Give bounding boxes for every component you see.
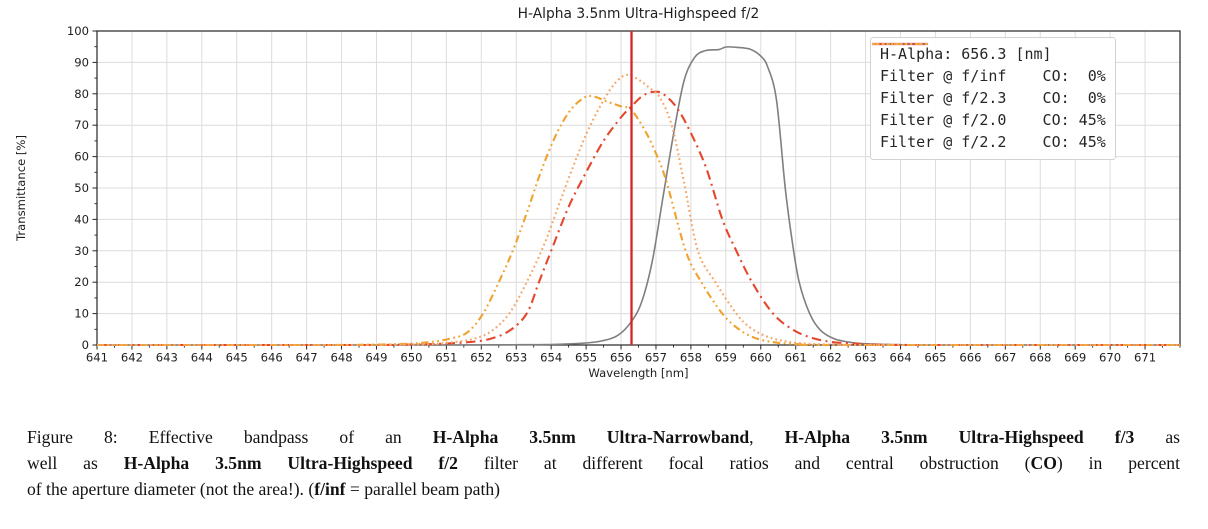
x-tick-label: 667: [994, 351, 1016, 365]
x-tick-label: 661: [785, 351, 807, 365]
curve-filter-f-2.0: [96, 95, 1180, 347]
x-tick-label: 644: [191, 351, 213, 365]
x-tick-label: 643: [156, 351, 178, 365]
x-tick-label: 664: [889, 351, 911, 365]
x-tick-label: 655: [575, 351, 597, 365]
legend-line-sample: [872, 42, 928, 46]
x-tick-label: 665: [924, 351, 946, 365]
x-tick-label: 641: [86, 351, 108, 365]
x-tick-label: 647: [296, 351, 318, 365]
x-tick-label: 660: [750, 351, 772, 365]
x-tick-label: 645: [226, 351, 248, 365]
legend-label: Filter @ f/2.3 CO: 0%: [880, 89, 1106, 107]
caption-bold-text: H-Alpha 3.5nm Ultra-Narrowband: [432, 427, 750, 447]
x-tick-label: 649: [365, 351, 387, 365]
legend-entry-4: Filter @ f/2.2 CO: 45%: [872, 42, 1106, 152]
caption-text: filter at different focal ratios and cen…: [457, 453, 1031, 473]
x-tick-label: 671: [1134, 351, 1156, 365]
x-tick-label: 653: [505, 351, 527, 365]
legend-entry-2: Filter @ f/2.3 CO: 0%: [872, 42, 1106, 108]
caption-bold-text: f/inf: [314, 479, 346, 499]
legend-label: Filter @ f/inf CO: 0%: [880, 67, 1106, 85]
y-tick-label: 60: [74, 150, 89, 164]
caption-line-3: of the aperture diameter (not the area!)…: [27, 476, 1180, 502]
x-tick-label: 662: [820, 351, 842, 365]
legend-label: Filter @ f/2.0 CO: 45%: [880, 111, 1106, 129]
caption-text: = parallel beam path): [345, 479, 501, 499]
x-tick-label: 654: [540, 351, 562, 365]
legend-label: H-Alpha: 656.3 [nm]: [880, 45, 1052, 63]
y-tick-label: 0: [82, 338, 89, 352]
y-tick-label: 20: [74, 275, 89, 289]
y-tick-label: 90: [74, 55, 89, 69]
y-tick-label: 30: [74, 244, 89, 258]
caption-bold-text: H-Alpha 3.5nm Ultra-Highspeed f/3: [784, 427, 1135, 447]
caption-bold-text: H-Alpha 3.5nm Ultra-Highspeed f/2: [123, 453, 458, 473]
caption-text: as: [1134, 427, 1180, 447]
figure-caption: Figure 8: Effective bandpass of an H-Alp…: [27, 424, 1180, 502]
caption-text: ) in percent: [1056, 453, 1180, 473]
legend-line-sample: [872, 42, 928, 46]
curve-filter-f-inf: [96, 46, 1180, 346]
caption-text: Figure 8: Effective bandpass of an: [27, 427, 433, 447]
x-tick-label: 659: [715, 351, 737, 365]
y-tick-label: 40: [74, 212, 89, 226]
curve-filter-f-2.3: [96, 90, 1180, 347]
chart-title: H-Alpha 3.5nm Ultra-Highspeed f/2: [517, 6, 760, 22]
x-axis-label: Wavelength [nm]: [588, 366, 689, 380]
x-tick-label: 669: [1064, 351, 1086, 365]
x-tick-label: 652: [470, 351, 492, 365]
y-tick-label: 50: [74, 181, 89, 195]
x-tick-label: 658: [680, 351, 702, 365]
legend-label: Filter @ f/2.2 CO: 45%: [880, 133, 1106, 151]
x-tick-label: 656: [610, 351, 632, 365]
y-tick-label: 70: [74, 118, 89, 132]
legend: H-Alpha: 656.3 [nm] Filter @ f/inf CO: 0%…: [870, 37, 1116, 160]
legend-entry-1: Filter @ f/inf CO: 0%: [872, 43, 1106, 86]
x-tick-label: 651: [435, 351, 457, 365]
y-tick-label: 80: [74, 87, 89, 101]
y-tick-label: 10: [74, 307, 89, 321]
x-tick-label: 650: [400, 351, 422, 365]
caption-bold-text: CO: [1030, 453, 1057, 473]
x-tick-label: 663: [855, 351, 877, 365]
y-tick-label: 100: [67, 24, 89, 38]
caption-line-1: Figure 8: Effective bandpass of an H-Alp…: [27, 424, 1180, 450]
x-tick-label: 642: [121, 351, 143, 365]
x-tick-label: 670: [1099, 351, 1121, 365]
caption-text: well as: [27, 453, 124, 473]
x-tick-label: 657: [645, 351, 667, 365]
legend-entry-3: Filter @ f/2.0 CO: 45%: [872, 42, 1106, 130]
caption-line-2: well as H-Alpha 3.5nm Ultra-Highspeed f/…: [27, 450, 1180, 476]
y-axis-label: Transmittance [%]: [14, 135, 28, 241]
figure-chart: 641 642 643 644 645 646 647 648 649 650 651 652 653 6…: [14, 6, 1181, 380]
x-tick-label: 668: [1029, 351, 1051, 365]
caption-text: ,: [749, 427, 785, 447]
x-tick-label: 648: [330, 351, 352, 365]
curve-filter-f-2.2: [96, 73, 1180, 347]
x-tick-label: 666: [959, 351, 981, 365]
caption-text: of the aperture diameter (not the area!)…: [27, 479, 315, 499]
x-tick-label: 646: [261, 351, 283, 365]
